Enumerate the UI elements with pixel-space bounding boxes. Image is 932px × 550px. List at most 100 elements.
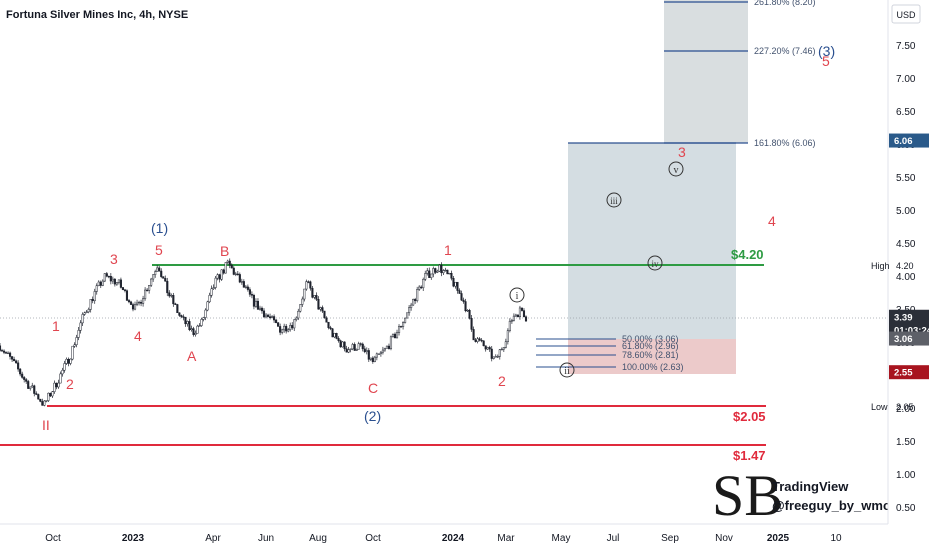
candle-body xyxy=(23,377,26,380)
candle-body xyxy=(85,311,88,314)
time-tick: Jun xyxy=(258,533,274,544)
watermark-logo: SB xyxy=(712,463,783,528)
candle-body xyxy=(262,310,266,318)
candle-body xyxy=(454,281,457,287)
candle-body xyxy=(516,314,519,318)
candle-body xyxy=(291,325,294,329)
time-tick: 2025 xyxy=(767,533,790,544)
price-tick: 4.50 xyxy=(896,239,916,250)
time-axis[interactable]: Oct 2023 Apr Jun Aug Oct 2024 Mar May Jul Sep Nov 20… xyxy=(0,523,888,550)
candle-body xyxy=(135,302,139,305)
candle-body xyxy=(287,329,290,332)
candle-body xyxy=(347,349,350,353)
candle-body xyxy=(299,304,302,312)
candle-body xyxy=(389,336,393,349)
stop-zone xyxy=(568,339,736,374)
candle-body xyxy=(27,381,30,389)
candle-body xyxy=(271,316,274,318)
candle-body xyxy=(522,310,526,318)
candle-body xyxy=(301,298,304,305)
candle-body xyxy=(83,312,86,315)
time-tick: 2024 xyxy=(442,533,465,544)
candle-body xyxy=(381,349,384,353)
time-tick: Sep xyxy=(661,533,679,544)
candle-body xyxy=(321,307,324,312)
candle-body xyxy=(166,280,169,294)
currency-badge[interactable] xyxy=(891,4,921,24)
candle-body xyxy=(281,329,284,333)
candle-body xyxy=(174,303,177,305)
fib-extension-zone xyxy=(568,143,736,339)
candle-body xyxy=(410,304,413,308)
candle-body xyxy=(123,289,127,291)
candle-body xyxy=(375,353,378,358)
candle-body xyxy=(462,299,465,302)
candle-body xyxy=(329,327,332,330)
candle-body xyxy=(206,301,209,311)
fib-retracement-label: 78.60% (2.81) xyxy=(622,350,679,360)
wave-label-4: 4 xyxy=(134,328,142,344)
svg-text:iii: iii xyxy=(610,196,618,206)
candle-body xyxy=(15,360,18,364)
level-label-420: $4.20 xyxy=(731,247,764,262)
time-tick: Jul xyxy=(607,533,620,544)
candle-body xyxy=(31,385,34,388)
candle-body xyxy=(418,286,421,290)
fib-retracement-lines: 50.00% (3.06)61.80% (2.96)78.60% (2.81) 1… xyxy=(536,334,684,372)
level-label-205: $2.05 xyxy=(733,409,766,424)
candle-body xyxy=(464,301,467,311)
candle-body xyxy=(162,276,165,279)
candle-body xyxy=(406,312,409,319)
candle-body xyxy=(444,269,447,272)
wave-label-B: B xyxy=(220,243,229,259)
candle-body xyxy=(220,269,223,280)
candle-body xyxy=(240,281,243,283)
candle-body xyxy=(494,356,497,358)
candle-body xyxy=(111,278,114,282)
candle-body xyxy=(275,319,278,324)
candle-body xyxy=(234,273,237,275)
candle-body xyxy=(182,316,185,318)
high-label: High xyxy=(871,261,890,271)
time-tick: Oct xyxy=(45,533,61,544)
candle-body xyxy=(371,357,374,362)
wave-labels: II 1 2 3 4 5 (1) A B C (2) 1 2 3 4 5 (3) xyxy=(42,43,835,433)
wave-label-5b: 5 xyxy=(822,53,830,69)
wave-label-3: 3 xyxy=(110,251,118,267)
candle-body xyxy=(107,275,110,278)
candle-body xyxy=(428,270,431,278)
candle-body xyxy=(343,341,346,350)
candle-body xyxy=(218,274,221,280)
candle-body xyxy=(391,333,395,338)
watermark-handle: @freeguy_by_wmc xyxy=(772,498,890,513)
candle-body xyxy=(289,325,292,330)
price-axis-ticks: 0.501.001.502.002.503.003.504.004.505.00… xyxy=(896,41,916,514)
candle-body xyxy=(365,350,368,353)
candle-body xyxy=(339,340,342,348)
price-tick: 0.50 xyxy=(896,503,916,514)
candle-body xyxy=(105,273,108,277)
candle-body xyxy=(77,330,80,338)
wave-label-2b: 2 xyxy=(498,373,506,389)
candle-body xyxy=(63,363,66,371)
candle-body xyxy=(432,268,435,275)
time-tick: Mar xyxy=(497,533,515,544)
price-axis[interactable]: USD 0.501.001.502.002.503.003.504.004.50… xyxy=(871,0,932,550)
candle-body xyxy=(412,299,415,306)
candle-body xyxy=(349,348,352,350)
candle-body xyxy=(150,278,153,286)
candle-body xyxy=(351,344,354,350)
watermark-brand: TradingView xyxy=(772,479,849,494)
candle-body xyxy=(402,322,405,327)
candle-body xyxy=(29,386,32,389)
candle-body xyxy=(103,273,106,282)
candle-body xyxy=(113,278,116,285)
watermark: SB TradingView @freeguy_by_wmc xyxy=(712,463,890,528)
candle-body xyxy=(492,356,495,359)
candle-body xyxy=(283,325,286,331)
candle-body xyxy=(89,299,92,310)
candle-body xyxy=(37,394,40,400)
candle-body xyxy=(303,288,306,300)
candle-body xyxy=(69,358,72,364)
